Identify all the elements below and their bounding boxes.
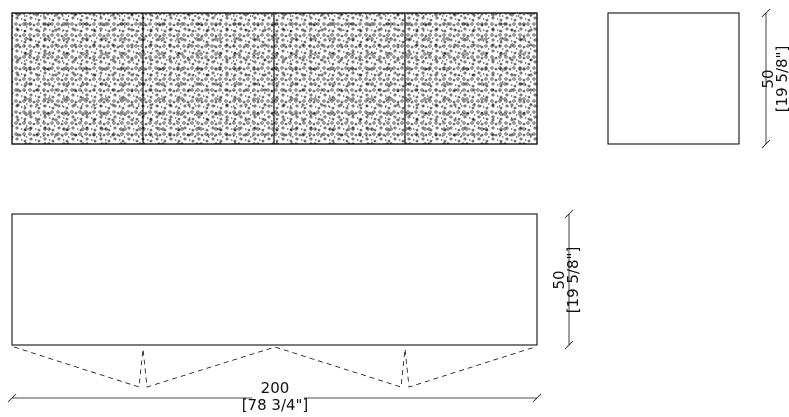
side-height-label: 50	[759, 69, 777, 88]
side-view-outline	[607, 12, 740, 145]
side-dimension-tick-bottom	[761, 139, 771, 149]
plan-dimension-tick-bottom	[564, 340, 574, 350]
plan-view-outline	[11, 213, 538, 346]
side-height-label-imperial: [19 5/8"]	[773, 46, 789, 113]
plan-dimension-tick-top	[564, 209, 574, 219]
plan-width-label: 200	[261, 379, 290, 397]
plan-height-label-imperial: [19 5/8"]	[564, 247, 582, 314]
plan-view: 50 [19 5/8"] 200 [78 3/4"]	[7, 209, 582, 416]
side-dimension-tick-top	[761, 8, 771, 18]
plan-width-tick-left	[7, 393, 17, 403]
plan-width-tick-right	[532, 393, 542, 403]
side-view: 50 [19 5/8"]	[607, 8, 789, 149]
width-label-background	[252, 380, 304, 416]
front-view	[11, 12, 538, 145]
plan-width-label-imperial: [78 3/4"]	[242, 396, 309, 414]
plan-height-label: 50	[550, 270, 568, 289]
